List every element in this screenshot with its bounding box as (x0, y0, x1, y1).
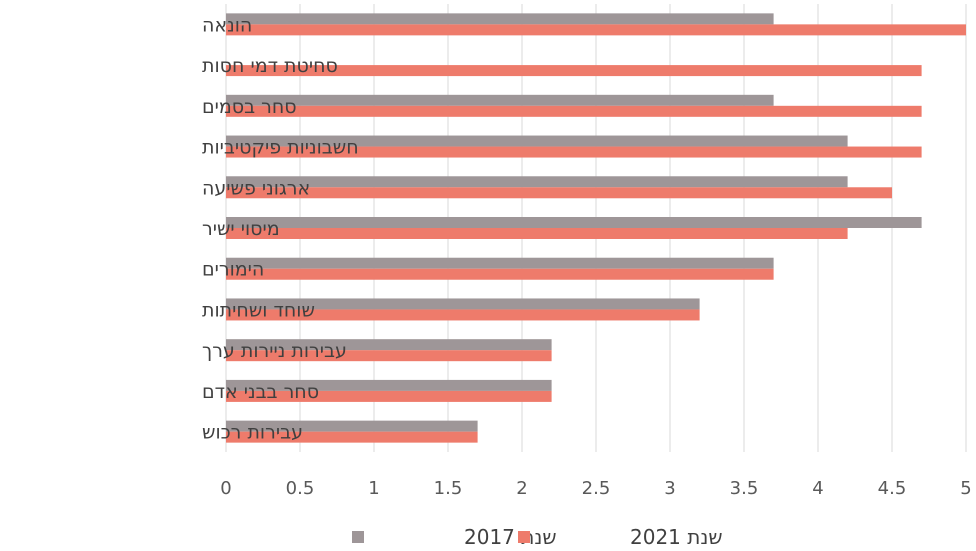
bar-2021 (226, 228, 848, 239)
x-tick-label: 5 (960, 478, 971, 499)
x-tick-label: 4 (812, 478, 823, 499)
x-tick-label: 4.5 (878, 478, 907, 499)
x-tick-label: 3.5 (730, 478, 759, 499)
bar-2017 (226, 217, 922, 228)
bar-2017 (226, 135, 848, 147)
bar-2021 (226, 65, 922, 77)
bar-2021 (226, 268, 774, 280)
category-label: הימורים (202, 259, 264, 281)
x-tick-label: 3 (664, 478, 675, 499)
category-label: סחר בסמים (202, 96, 297, 118)
x-tick-label: 2 (516, 478, 527, 499)
category-label: מיסוי ישיר (202, 218, 280, 240)
x-tick-label: 2.5 (582, 478, 611, 499)
category-label: הונאה (202, 14, 252, 36)
category-label: סחיטת דמי חסות (202, 55, 338, 77)
x-tick-label: 0 (220, 478, 231, 499)
category-label: עבירות ניירות ערך (202, 340, 347, 362)
bar-2017 (226, 339, 552, 351)
category-labels: הונאה סחיטת דמי חסות סחר בסמים חשבוניות פיק… (202, 14, 359, 443)
bar-2017 (226, 94, 774, 106)
category-label: ארגוני פשיעה (202, 177, 310, 199)
bar-2017 (226, 257, 774, 269)
legend-label: שנת 2021 (630, 525, 723, 549)
x-tick-label: 0.5 (286, 478, 315, 499)
legend-swatch (352, 531, 364, 543)
bar-2021 (226, 146, 922, 158)
category-label: סחר בבני אדם (202, 381, 319, 403)
bar-2021 (226, 431, 478, 443)
bar-2021 (226, 105, 922, 117)
legend-swatch (518, 531, 530, 543)
x-tick-label: 1 (368, 478, 379, 499)
bars (226, 13, 966, 443)
category-label: חשבוניות פיקטיביות (202, 137, 359, 159)
bar-2021 (226, 187, 892, 199)
bar-2017 (226, 298, 700, 310)
bar-2017 (226, 420, 478, 432)
x-tick-label: 1.5 (434, 478, 463, 499)
bar-2017 (226, 176, 848, 188)
bar-2017 (226, 13, 774, 25)
bar-2021 (226, 350, 552, 362)
bar-2021 (226, 309, 700, 321)
bar-2021 (226, 24, 966, 36)
bar-2021 (226, 390, 552, 402)
legend-label: שנת 2017 (464, 525, 557, 549)
category-label: שוחד ושחיתות (202, 299, 315, 321)
bar-2017 (226, 379, 552, 391)
x-axis-tick-labels: 0 0.5 1 1.5 2 2.5 3 3.5 4 4.5 5 (220, 478, 971, 499)
legend: שנת 2017 שנת 2021 (352, 525, 723, 549)
category-label: עבירות רכוש (202, 422, 303, 444)
